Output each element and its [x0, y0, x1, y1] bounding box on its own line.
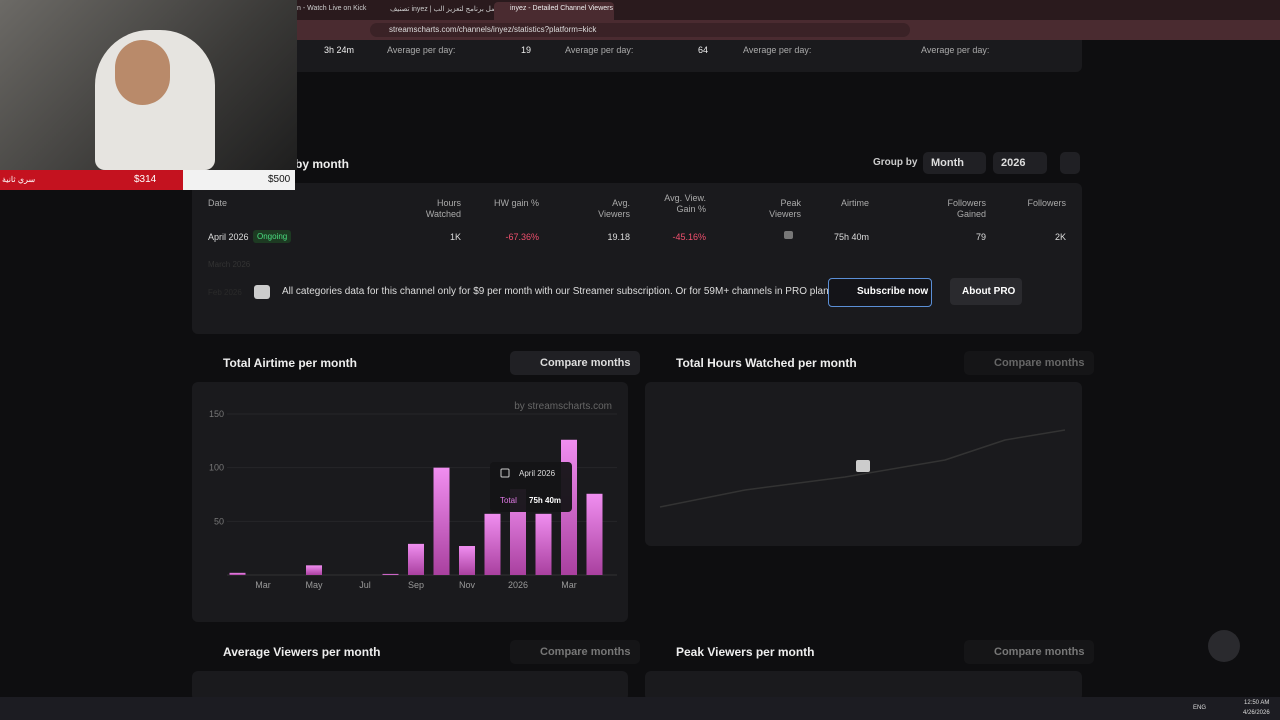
- bar: [306, 565, 322, 575]
- url-field[interactable]: [370, 23, 910, 37]
- donation-goal-bar: [183, 170, 295, 190]
- column-header[interactable]: Followers: [1027, 198, 1066, 208]
- compare-button[interactable]: Compare months: [964, 640, 1095, 664]
- card-title: Peak Viewers per month: [676, 645, 815, 659]
- about-pro-label[interactable]: About PRO: [962, 286, 1016, 297]
- subscribe-button[interactable]: [828, 278, 932, 307]
- group-by-label: Group by: [873, 157, 918, 168]
- bar: [484, 513, 501, 575]
- url[interactable]: streamscharts.com/channels/inyez/statist…: [389, 25, 597, 34]
- taskbar-time: 12:50 AM: [1244, 700, 1270, 706]
- donation-raised: $314: [134, 174, 157, 185]
- card-title: Average Viewers per month: [223, 645, 381, 659]
- stat-label: Average per day:: [743, 45, 812, 55]
- tooltip-icon: [500, 468, 510, 478]
- compare-button[interactable]: Compare months: [510, 640, 641, 664]
- bar: [535, 513, 552, 575]
- donation-label: سري ثانية: [2, 175, 36, 184]
- cell: 1K: [449, 232, 461, 242]
- x-tick-label: Nov: [459, 580, 476, 590]
- tab[interactable]: n - Watch Live on Kick: [297, 5, 367, 12]
- lock-icon: [784, 231, 793, 239]
- bar: [433, 467, 450, 575]
- tab[interactable]: تصنيف inyez | أفضل برنامج لتعزيز الب...: [390, 6, 508, 13]
- download-button[interactable]: [1060, 152, 1080, 174]
- stat-label: Average per day:: [387, 45, 456, 55]
- chart: by streamscharts.com 50 100 150 Mar May Jul Se…: [209, 401, 617, 590]
- bar: [586, 493, 603, 575]
- blurred-line: [659, 429, 1066, 508]
- year-select[interactable]: 2026: [993, 152, 1048, 174]
- column-header[interactable]: Followers Gained: [947, 198, 986, 219]
- y-tick-label: 50: [214, 516, 224, 526]
- card-title: Total Hours Watched per month: [676, 356, 857, 370]
- cell: 19.18: [607, 232, 630, 242]
- y-tick-label: 100: [209, 463, 224, 473]
- tooltip-series: Total: [500, 496, 517, 505]
- x-tick-label: Mar: [255, 580, 271, 590]
- active-tab[interactable]: [494, 2, 614, 20]
- taskbar: [0, 697, 1280, 720]
- locked-chart-preview: [659, 429, 1066, 508]
- cell: 2K: [1054, 232, 1066, 242]
- tab[interactable]: inyez - Detailed Channel Viewers: [510, 5, 613, 12]
- ongoing-badge: Ongoing: [253, 230, 292, 243]
- section-title: by month: [295, 157, 349, 171]
- column-header[interactable]: Hours Watched: [425, 198, 461, 219]
- cell: 75h 40m: [833, 232, 869, 242]
- streamer-face: [115, 40, 170, 105]
- x-tick-label: Sep: [408, 580, 424, 590]
- column-header[interactable]: Airtime: [840, 198, 869, 208]
- scroll-top-button[interactable]: [1208, 630, 1240, 662]
- about-pro-button[interactable]: [950, 278, 1022, 305]
- stats-strip: [192, 40, 1082, 72]
- stat-value: 3h 24m: [324, 45, 355, 55]
- column-header[interactable]: Peak Viewers: [769, 198, 801, 219]
- card: [645, 671, 1082, 701]
- blurred-row: Feb 2026: [208, 288, 242, 297]
- taskbar-date: 4/26/2026: [1243, 710, 1270, 716]
- compare-button[interactable]: Compare months: [510, 351, 641, 375]
- table-card: [192, 183, 1082, 334]
- lock-icon: [254, 285, 270, 299]
- column-header[interactable]: Avg. View. Gain %: [664, 193, 706, 214]
- column-header[interactable]: Avg. Viewers: [598, 198, 630, 219]
- blurred-row: March 2026: [208, 260, 251, 269]
- x-tick-label: Jul: [359, 580, 371, 590]
- cell: 79: [975, 232, 986, 242]
- stat-value: 19: [521, 45, 532, 55]
- tab-bar: [0, 0, 1280, 20]
- cell: April 2026: [208, 232, 249, 242]
- paywall-text: All categories data for this channel onl…: [282, 286, 832, 297]
- x-tick-label: Mar: [561, 580, 577, 590]
- cell: -45.16%: [672, 232, 706, 242]
- cell: -67.36%: [505, 232, 539, 242]
- bar: [459, 546, 475, 575]
- x-tick-label: 2026: [508, 580, 528, 590]
- donation-goal: $500: [268, 174, 291, 185]
- column-header[interactable]: Date: [208, 198, 228, 208]
- tooltip-value: 75h 40m: [529, 496, 561, 505]
- stat-label: Average per day:: [921, 45, 990, 55]
- tooltip: [490, 462, 572, 512]
- compare-button[interactable]: Compare months: [964, 351, 1095, 375]
- card-title: Total Airtime per month: [223, 356, 358, 370]
- bar: [382, 573, 399, 575]
- x-tick-label: May: [305, 580, 323, 590]
- stat-label: Average per day:: [565, 45, 634, 55]
- lock-icon: [856, 460, 870, 472]
- watermark: by streamscharts.com: [514, 401, 612, 412]
- card: [192, 671, 628, 701]
- stat-value: 64: [698, 45, 709, 55]
- tooltip-title: April 2026: [519, 469, 556, 478]
- subscribe-label[interactable]: Subscribe now: [857, 286, 929, 297]
- period-select[interactable]: Month: [923, 152, 986, 174]
- y-tick-label: 150: [209, 409, 224, 419]
- taskbar-lang: ENG: [1193, 705, 1207, 711]
- bar: [229, 572, 246, 575]
- column-header[interactable]: HW gain %: [493, 198, 539, 208]
- bar: [408, 543, 424, 575]
- donation-bar: [0, 170, 183, 190]
